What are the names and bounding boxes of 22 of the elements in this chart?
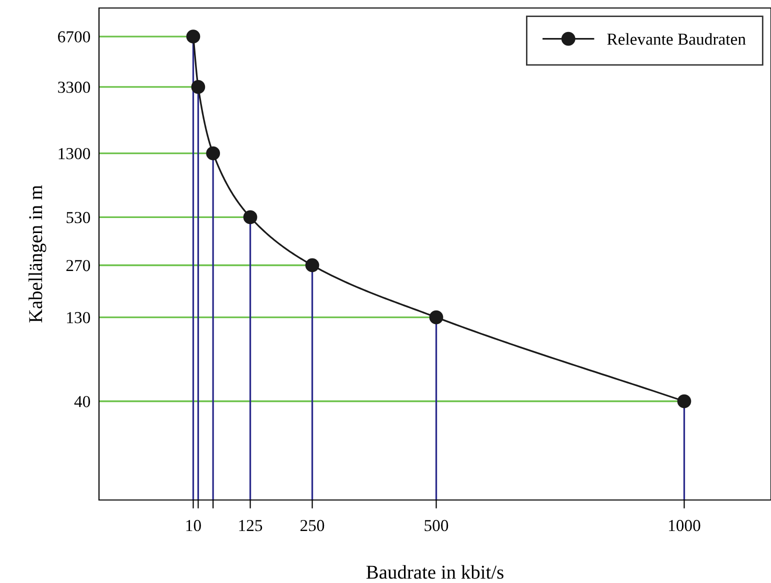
x-tick-label: 250 [300,520,324,532]
legend-label: Relevante Baudraten [607,33,746,45]
point [677,394,692,408]
y-tick-label: 1300 [58,148,90,160]
y-tick-label: 3300 [58,82,90,93]
x-axis-title: Baudrate in kbit/s [366,565,504,579]
y-tick-label: 40 [74,396,90,408]
y-tick-label: 130 [67,312,90,324]
x-tick-label: 10 [186,520,201,532]
point [186,30,200,44]
y-tick-label: 530 [66,212,90,224]
y-axis-title: Kabellängen in m [28,185,46,323]
y-tick-label: 6700 [58,31,90,42]
x-tick-label: 500 [424,520,448,532]
point [206,146,220,160]
x-tick-label: 1000 [669,520,700,532]
point [243,210,258,224]
y-tick-label: 270 [66,260,90,272]
point [191,80,206,94]
x-tick-label: 125 [239,520,262,532]
point [305,258,320,272]
point [429,310,444,324]
